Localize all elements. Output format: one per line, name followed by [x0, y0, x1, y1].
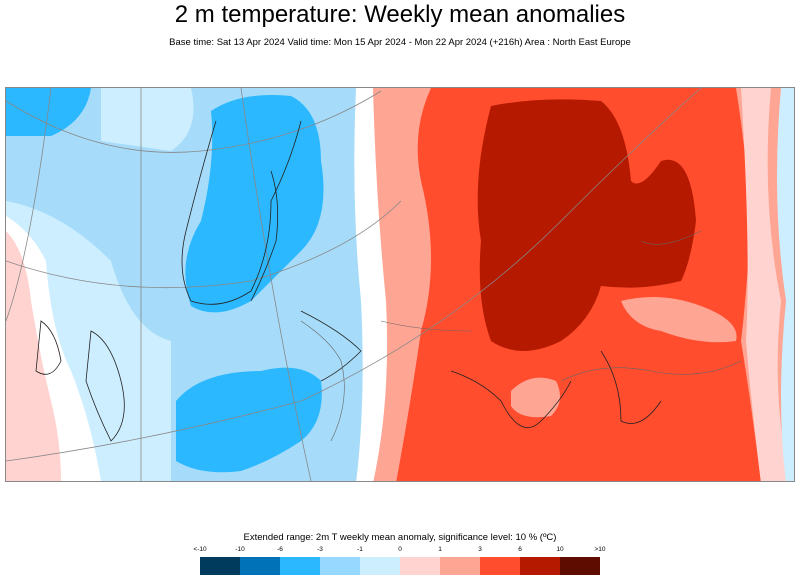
legend-tick-label: -10	[235, 546, 245, 553]
graticule-lines	[6, 88, 702, 481]
anomaly-map	[5, 87, 795, 482]
legend-color-swatch	[480, 557, 520, 575]
legend-color-swatch	[240, 557, 280, 575]
scandinavia-cold	[185, 95, 324, 313]
dark-red-core	[477, 99, 696, 351]
legend-color-swatch	[440, 557, 480, 575]
legend-tick-label: <-10	[193, 546, 207, 553]
chart-subtitle: Base time: Sat 13 Apr 2024 Valid time: M…	[169, 37, 631, 48]
legend-title: Extended range: 2m T weekly mean anomaly…	[243, 532, 557, 543]
chart-title: 2 m temperature: Weekly mean anomalies	[174, 1, 626, 28]
light-blue-north	[101, 88, 194, 151]
legend-ticks: <-10 -10 -6 -3 -1 0 1 3 6 10 >10	[193, 546, 605, 556]
legend-tick-label: 0	[398, 546, 402, 553]
central-europe-cold	[176, 367, 322, 473]
legend-color-swatch	[400, 557, 440, 575]
far-east-blue	[777, 88, 794, 481]
light-warm-patch-south	[511, 377, 560, 418]
borders	[300, 230, 742, 442]
legend-color-swatch	[360, 557, 400, 575]
west-pink-strip	[6, 231, 61, 481]
legend-color-swatch	[560, 557, 600, 575]
legend-tick-label: 10	[556, 546, 564, 553]
coastlines	[35, 120, 662, 442]
nw-cold	[6, 88, 91, 136]
light-warm-patch-east	[621, 297, 737, 343]
legend-tick-label: -3	[317, 546, 323, 553]
legend-tick-label: 1	[438, 546, 442, 553]
legend-tick-label: -6	[277, 546, 283, 553]
legend-tick-label: 6	[518, 546, 522, 553]
far-east-pink	[741, 88, 791, 481]
legend-tick-label: -1	[357, 546, 363, 553]
legend-tick-label: 3	[478, 546, 482, 553]
legend-color-swatch	[520, 557, 560, 575]
legend-colorbar	[200, 557, 600, 575]
legend-color-swatch	[280, 557, 320, 575]
legend-color-swatch	[320, 557, 360, 575]
legend-tick-label: >10	[594, 546, 606, 553]
legend-color-swatch	[200, 557, 240, 575]
